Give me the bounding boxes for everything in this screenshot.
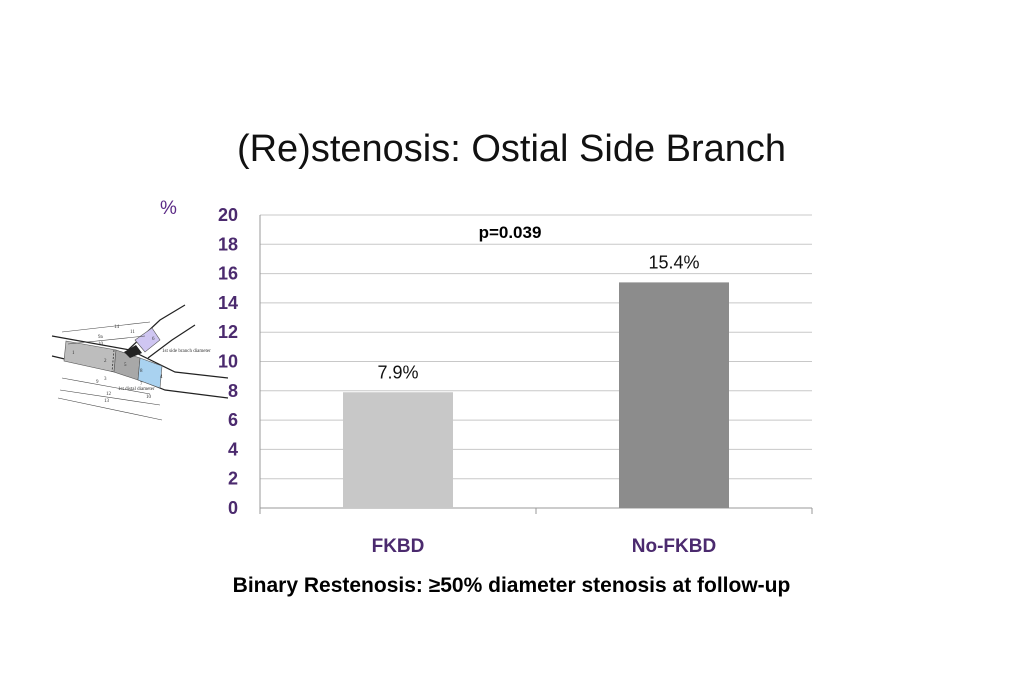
bar [343, 392, 453, 508]
diagram-label: 4 [160, 375, 163, 380]
chart-labels: 0 2 4 6 8 10 12 14 16 18 20 7.9% FKBD 15.4% No-FKBD p=0… [218, 205, 716, 557]
branch-segment [134, 327, 161, 353]
diagram-label: 10 [98, 342, 104, 347]
diagram-label: 1st side branch diameter [162, 349, 211, 354]
diagram-label: 5 [124, 363, 127, 368]
y-tick-label: 12 [218, 322, 238, 342]
branch-upper-wall [127, 304, 186, 351]
y-tick-label: 6 [228, 410, 238, 430]
data-label: 15.4% [648, 252, 699, 272]
data-label: 7.9% [377, 362, 418, 382]
slide-title: (Re)stenosis: Ostial Side Branch [236, 128, 787, 170]
bars [343, 282, 729, 508]
diagram-label: 10 [146, 395, 152, 400]
segment-divider [111, 349, 115, 373]
branch-lower-wall [147, 324, 196, 359]
diagram-label: 7 [140, 382, 143, 387]
y-tick-label: 16 [218, 264, 238, 284]
vessel-upper-wall [51, 335, 229, 379]
measure-line-13 [57, 397, 163, 421]
footnote: Binary Restenosis: ≥50% diameter stenosi… [232, 574, 791, 597]
y-tick-label: 2 [228, 469, 238, 489]
y-tick-label: 8 [228, 381, 238, 401]
measure-line-9 [61, 377, 151, 395]
diagram-label: 8 [140, 369, 143, 374]
y-tick-label: 18 [218, 234, 238, 254]
diagram-label: 12 [106, 392, 112, 397]
p-value-annotation: p=0.039 [479, 223, 542, 242]
x-category-label: FKBD [372, 536, 425, 557]
segment-diagram: 14 11 9a 10 6 1 5 2 8 3 4 9 12 13 10 7 1… [51, 304, 229, 421]
diagram-label: 9a [98, 335, 104, 340]
diagram-label: 14 [114, 325, 120, 330]
gridlines [259, 214, 813, 514]
measure-line-14 [61, 321, 151, 333]
measure-line-12 [59, 389, 161, 406]
diagram-label: 13 [104, 399, 110, 404]
y-tick-label: 14 [218, 293, 238, 313]
bar [619, 282, 729, 508]
diagram-label: 3 [104, 377, 107, 382]
y-tick-label: 4 [228, 439, 238, 459]
measure-line-11 [67, 335, 146, 345]
y-unit-label: % [160, 198, 177, 219]
diagram-label: 9 [96, 380, 99, 385]
diagram-label: 11 [130, 330, 135, 335]
distal-segment [137, 357, 163, 389]
diagram-label: 2 [104, 359, 107, 364]
y-tick-label: 10 [218, 352, 238, 372]
diagram-label: 6 [152, 337, 155, 342]
y-tick-label: 0 [228, 498, 238, 518]
y-tick-label: 20 [218, 205, 238, 225]
diagram-label: 1st distal diameter [118, 387, 155, 392]
x-category-label: No-FKBD [632, 536, 716, 557]
ostium-mark [124, 345, 142, 358]
diagram-label: 1 [72, 351, 75, 356]
